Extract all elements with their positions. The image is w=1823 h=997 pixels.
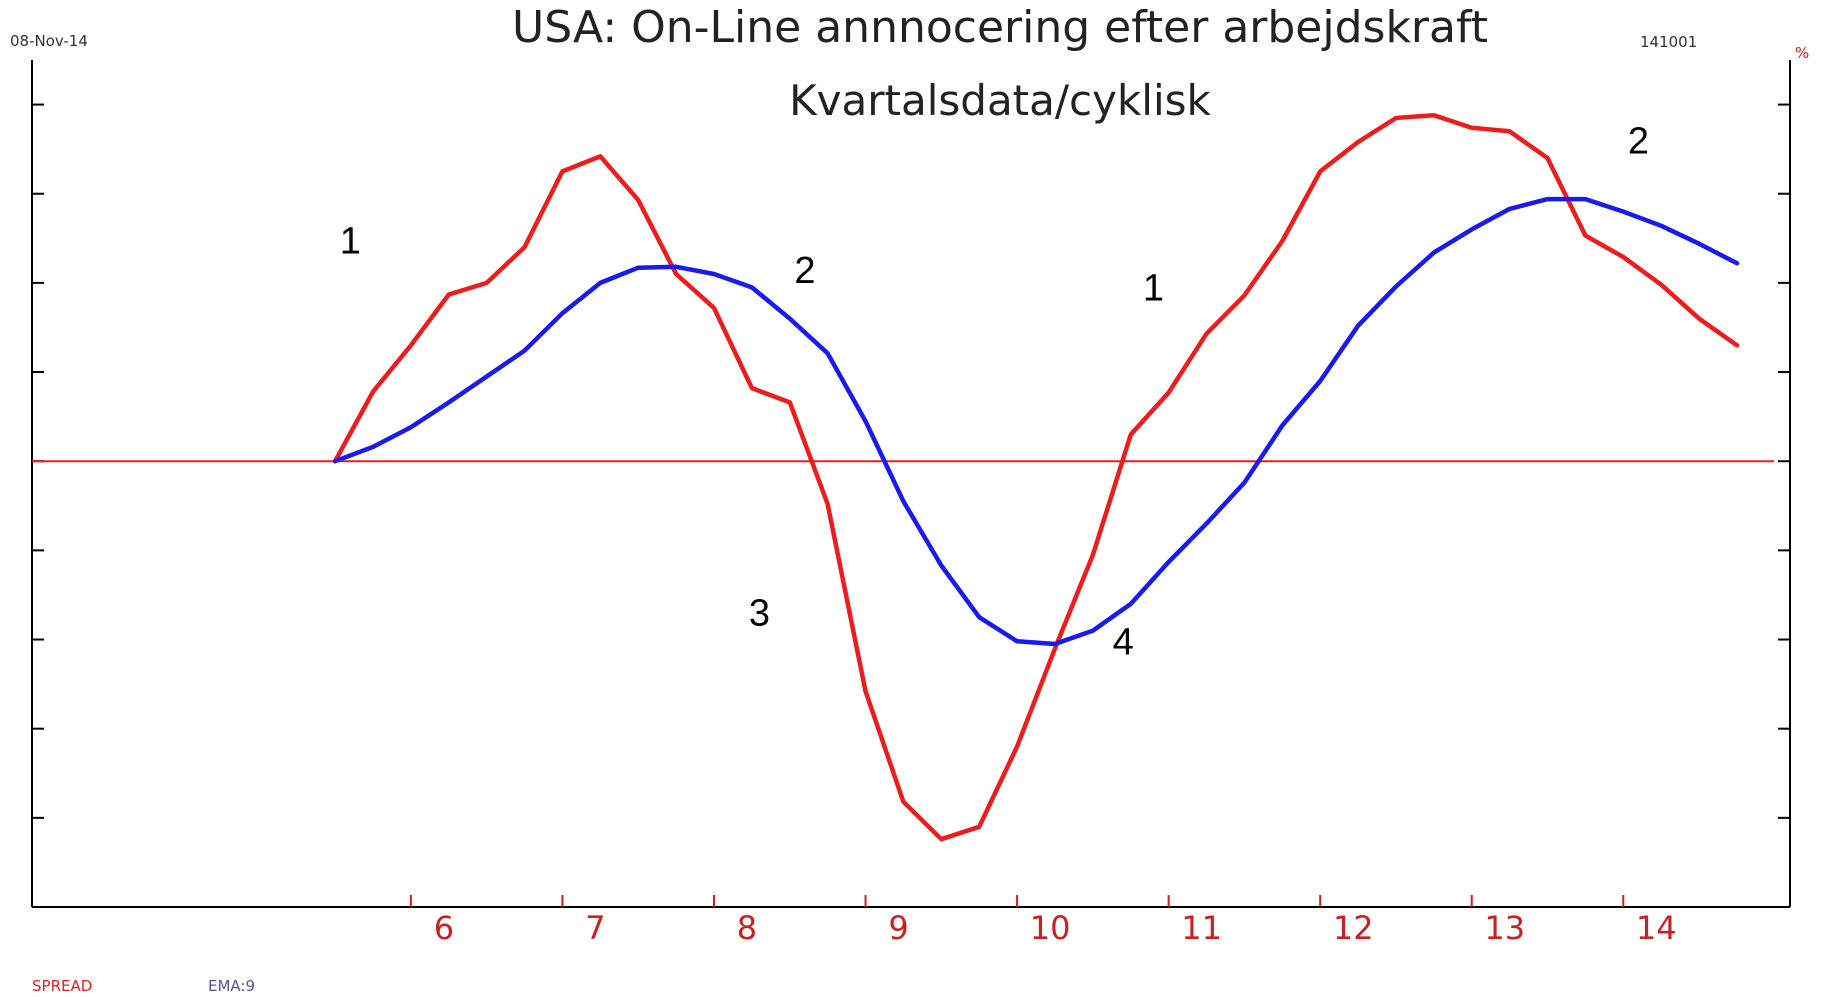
annotation-label: 1 [340, 220, 361, 262]
annotation-layer: 1 2 3 1 4 2 [340, 121, 1649, 664]
chart-subtitle: Kvartalsdata/cyklisk [789, 76, 1211, 125]
plot-frame [31, 60, 1791, 908]
legend-item-spread: SPREAD [32, 977, 92, 995]
x-tick-label: 7 [585, 909, 605, 947]
annotation-label: 2 [794, 250, 815, 292]
series-line-ema-9 [332, 196, 1740, 647]
annotation-label: 4 [1113, 622, 1134, 664]
x-tick-label: 9 [888, 909, 908, 947]
chart-title: USA: On-Line annnocering efter arbejdskr… [512, 2, 1488, 53]
x-tick-label: 14 [1636, 909, 1677, 947]
annotation-label: 1 [1143, 268, 1164, 310]
date-label: 08-Nov-14 [10, 32, 88, 50]
annotation-label: 2 [1628, 121, 1649, 163]
x-tick-label: 8 [737, 909, 757, 947]
x-ticks: 6 7 8 9 10 11 12 13 14 [409, 895, 1677, 947]
x-tick-label: 6 [434, 909, 454, 947]
x-tick-label: 10 [1030, 909, 1071, 947]
series-layer [332, 113, 1740, 842]
annotation-label: 3 [749, 592, 770, 634]
legend-item-ema: EMA:9 [208, 977, 255, 995]
series-line-spread [332, 113, 1740, 842]
unit-label: % [1795, 44, 1809, 62]
x-tick-label: 11 [1181, 909, 1222, 947]
x-tick-label: 13 [1484, 909, 1525, 947]
x-tick-label: 12 [1333, 909, 1374, 947]
code-label: 141001 [1640, 33, 1697, 51]
